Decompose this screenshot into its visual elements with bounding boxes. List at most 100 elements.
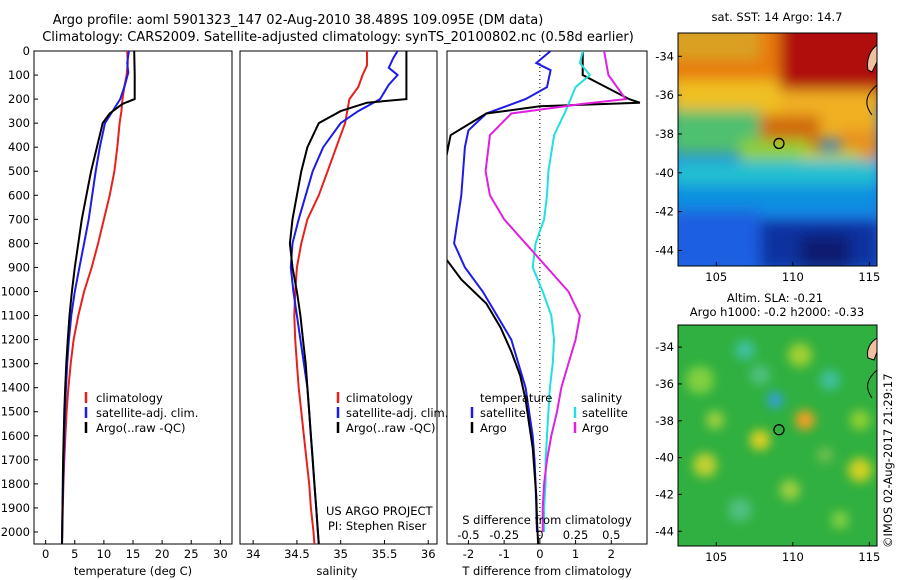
map-y-tick-label: -40	[655, 451, 674, 465]
map-y-tick-label: -44	[655, 524, 674, 538]
sla-map-frame	[677, 324, 878, 547]
difference-legend: temperature salinity satellite Argo sate…	[470, 391, 628, 435]
map-x-tick-label: 105	[705, 270, 727, 284]
y-tick-label: 2000	[1, 525, 30, 539]
series-line	[61, 51, 136, 544]
profile-location-marker	[773, 424, 785, 436]
y-tick-label: 1500	[1, 405, 30, 419]
x-tick-label: -1	[498, 547, 509, 561]
map-y-tick-label: -38	[655, 127, 674, 141]
y-tick-label: 200	[8, 92, 30, 106]
sla-map-subtitle: Argo h1000: -0.2 h2000: -0.33	[690, 305, 864, 319]
y-tick-label: 0	[23, 44, 30, 58]
legend-label-satellite: satellite-adj. clim.	[96, 406, 198, 420]
legend-label-argo: Argo(..raw -QC)	[346, 421, 436, 435]
sst-heatmap	[678, 33, 877, 266]
x-tick-label: 0	[42, 547, 49, 561]
x-tick-label: 25	[184, 547, 199, 561]
map-y-tick-label: -36	[655, 377, 674, 391]
map-y-tick-label: -44	[655, 243, 674, 257]
series-line	[447, 51, 641, 544]
series-line	[531, 51, 592, 532]
legend-title-salinity: salinity	[581, 391, 622, 405]
x-tick-label: 10	[97, 547, 112, 561]
s-tick-label: 0	[536, 528, 543, 542]
map-y-tick-label: -42	[655, 487, 674, 501]
map-y-tick-label: -36	[655, 88, 674, 102]
y-tick-label: 1600	[1, 429, 30, 443]
sla-heatmap	[678, 325, 877, 546]
x-tick-label: 0	[536, 547, 543, 561]
pi-label: PI: Stephen Riser	[328, 519, 427, 533]
y-tick-label: 1300	[1, 357, 30, 371]
map-x-tick-label: 115	[858, 270, 880, 284]
y-tick-label: 700	[8, 212, 30, 226]
series-line	[293, 51, 368, 544]
y-tick-label: 1200	[1, 333, 30, 347]
legend-label-t-satellite: satellite	[480, 406, 526, 420]
map-x-tick-label: 110	[782, 550, 804, 564]
y-tick-label: 1000	[1, 284, 30, 298]
s-tick-label: -0.25	[489, 528, 519, 542]
series-line	[484, 51, 628, 532]
y-tick-label: 100	[8, 68, 30, 82]
y-tick-label: 1100	[1, 309, 30, 323]
s-tick-label: 0.5	[602, 528, 620, 542]
project-label: US ARGO PROJECT	[326, 504, 434, 518]
legend-label-climatology: climatology	[346, 391, 413, 405]
temperature-legend: climatology satellite-adj. clim. Argo(..…	[84, 391, 198, 435]
credit-label: ©IMOS 02-Aug-2017 21:29:17	[881, 373, 895, 548]
y-tick-label: 800	[8, 236, 30, 250]
y-tick-label: 600	[8, 188, 30, 202]
s-tick-label: 0.25	[563, 528, 589, 542]
s-tick-label: -0.5	[457, 528, 479, 542]
map-y-tick-label: -40	[655, 166, 674, 180]
y-tick-label: 400	[8, 140, 30, 154]
x-tick-label: 2	[608, 547, 615, 561]
difference-panel	[446, 50, 648, 545]
salinity-xlabel: salinity	[316, 564, 357, 578]
y-tick-label: 300	[8, 116, 30, 130]
map-y-tick-label: -34	[655, 340, 674, 354]
x-tick-label: 34	[246, 547, 261, 561]
x-tick-label: 34.5	[284, 547, 310, 561]
map-y-tick-label: -38	[655, 414, 674, 428]
salinity-legend: climatology satellite-adj. clim. Argo(..…	[326, 391, 448, 533]
sst-map-frame	[677, 32, 878, 267]
legend-label-s-argo: Argo	[582, 421, 609, 435]
difference-xlabel-t: T difference from climatology	[461, 564, 632, 578]
x-tick-label: -2	[463, 547, 474, 561]
sst-map-title: sat. SST: 14 Argo: 14.7	[712, 10, 843, 24]
temperature-panel	[33, 50, 233, 545]
map-y-tick-label: -34	[655, 49, 674, 63]
y-tick-label: 1700	[1, 453, 30, 467]
legend-label-t-argo: Argo	[480, 421, 507, 435]
x-tick-label: 20	[155, 547, 170, 561]
map-x-tick-label: 105	[705, 550, 727, 564]
map-x-tick-label: 110	[782, 270, 804, 284]
y-tick-label: 500	[8, 164, 30, 178]
map-y-tick-label: -42	[655, 205, 674, 219]
sla-map-title: Altim. SLA: -0.21	[727, 291, 823, 305]
profile-location-marker	[773, 137, 785, 150]
legend-title-temperature: temperature	[480, 391, 552, 405]
y-tick-label: 1400	[1, 381, 30, 395]
x-tick-label: 30	[213, 547, 228, 561]
legend-label-s-satellite: satellite	[582, 406, 628, 420]
y-tick-label: 900	[8, 260, 30, 274]
header-line1: Argo profile: aoml 5901323_147 02-Aug-20…	[53, 13, 544, 28]
x-tick-label: 1	[572, 547, 579, 561]
x-tick-label: 36	[421, 547, 436, 561]
x-tick-label: 35.5	[372, 547, 398, 561]
x-tick-label: 35	[333, 547, 348, 561]
y-tick-label: 1800	[1, 477, 30, 491]
legend-label-climatology: climatology	[96, 391, 163, 405]
y-tick-label: 1900	[1, 501, 30, 515]
difference-xlabel-s: S difference from climatology	[462, 513, 632, 527]
salinity-panel	[239, 50, 438, 545]
x-tick-label: 5	[71, 547, 78, 561]
legend-label-argo: Argo(..raw -QC)	[96, 421, 186, 435]
x-tick-label: 15	[126, 547, 141, 561]
header-line2: Climatology: CARS2009. Satellite-adjuste…	[42, 30, 634, 45]
